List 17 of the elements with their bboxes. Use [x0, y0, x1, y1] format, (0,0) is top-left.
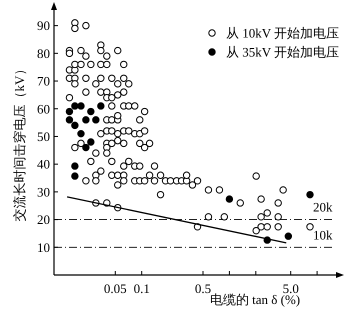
- y-tick-label: 30: [37, 184, 50, 200]
- x-tick-label: 0.5: [194, 281, 212, 296]
- y-tick-label: 80: [37, 46, 50, 61]
- x-tick-label: 0.1: [134, 281, 150, 296]
- legend-label: 从 10kV 开始加电压: [226, 26, 340, 40]
- x-tick-label: 0.05: [104, 281, 127, 296]
- y-tick-label: 40: [37, 156, 50, 172]
- y-tick-label: 90: [37, 18, 50, 34]
- y-tick-label: 10: [37, 240, 50, 255]
- ref-line-label: 20k: [313, 200, 333, 215]
- ref-line-label: 10k: [313, 227, 333, 242]
- y-tick-label: 70: [37, 74, 50, 89]
- y-tick-label: 50: [37, 128, 50, 144]
- y-tick-label: 20: [37, 212, 50, 228]
- legend-label: 从 35kV 开始加电压: [226, 44, 340, 60]
- y-axis-title: 交流长时间击穿电压（kV）: [12, 62, 27, 222]
- y-tick-label: 60: [37, 101, 50, 116]
